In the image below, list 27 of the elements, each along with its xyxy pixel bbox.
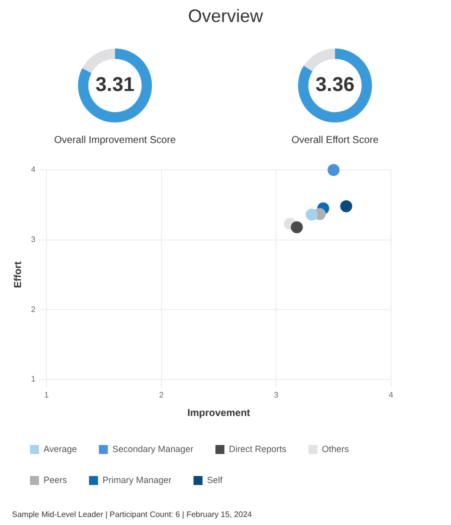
data-label: 3.36: [316, 74, 354, 96]
legend-label: Others: [322, 444, 350, 454]
data-label: 3.31: [96, 74, 134, 96]
y-axis-title: Effort: [12, 260, 24, 288]
point: [306, 208, 318, 221]
y-tick-label: 4: [30, 165, 36, 174]
point: [340, 200, 352, 212]
text: Overall Improvement Score: [53, 135, 177, 146]
text: Sample Mid-Level Leader | Participant Count: 6 | February 15, 2024: [12, 510, 252, 519]
legend-label: Self: [207, 474, 224, 485]
legend-label: Average: [44, 444, 77, 454]
x-axis-title: Improvement: [187, 408, 251, 419]
legend-label: Direct Reports: [228, 444, 287, 454]
y-tick-label: 2: [30, 304, 36, 314]
y-tick-label: 3: [30, 235, 36, 244]
chart-title: Overview: [186, 6, 264, 27]
x-tick-label: 3: [274, 390, 279, 400]
x-tick-label: 4: [388, 390, 394, 400]
legend-label: Peers: [44, 474, 68, 485]
y-tick-label: 1: [30, 374, 36, 384]
x-tick-label: 2: [159, 390, 164, 400]
legend-label: Secondary Manager: [112, 444, 194, 454]
point: [290, 221, 303, 234]
point: [328, 164, 340, 176]
x-tick-label: 1: [44, 390, 50, 400]
text: Overall Effort Score: [290, 135, 380, 146]
legend-label: Primary Manager: [102, 474, 172, 485]
